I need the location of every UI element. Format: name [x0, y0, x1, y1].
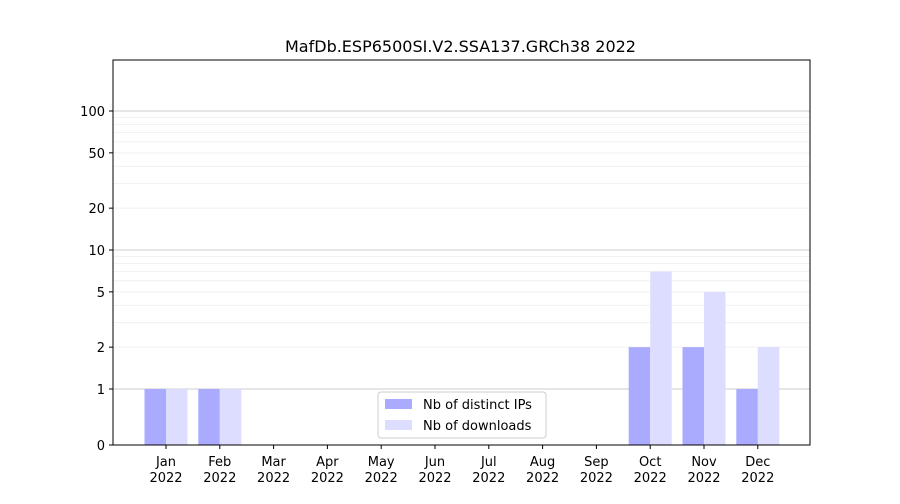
y-tick-label: 10 — [88, 244, 105, 259]
x-tick-label: Aug 2022 — [526, 455, 559, 486]
x-tick-label: Jan 2022 — [149, 455, 182, 486]
plot-frame — [112, 59, 811, 446]
y-tick-label: 50 — [88, 147, 105, 162]
legend-swatch — [385, 420, 412, 430]
y-tick-label: 1 — [97, 383, 105, 398]
bar — [704, 291, 726, 445]
x-tick-label: Nov 2022 — [687, 455, 720, 486]
legend-box — [377, 391, 547, 439]
x-tick-label: Dec 2022 — [741, 455, 774, 486]
y-tick-label: 5 — [97, 286, 105, 301]
y-tick-label: 20 — [88, 202, 105, 217]
bar — [757, 347, 780, 445]
bar — [219, 389, 242, 445]
x-tick-label: May 2022 — [365, 455, 398, 486]
y-tick-label: 100 — [80, 105, 105, 120]
legend-label: Nb of distinct IPs — [423, 398, 532, 413]
x-tick-label: Mar 2022 — [257, 455, 290, 486]
y-tick-label: 0 — [97, 439, 105, 454]
legend: Nb of distinct IPs Nb of downloads — [377, 391, 547, 439]
bar — [682, 347, 704, 445]
bar — [736, 389, 758, 445]
bars-layer — [144, 271, 780, 445]
x-tick-label: Apr 2022 — [311, 455, 344, 486]
axes-layer: 0 1 2 5 10 20 50 100 Jan 2022 Feb 2022 Mar 2022 Apr 202… — [80, 59, 811, 486]
y-tick-label: 2 — [97, 341, 105, 356]
x-tick-label: Feb 2022 — [203, 455, 236, 486]
x-tick-label: Jul 2022 — [472, 455, 505, 486]
grid-layer — [113, 110, 810, 390]
x-tick-label: Sep 2022 — [580, 455, 613, 486]
bar — [628, 347, 651, 445]
bar — [198, 389, 220, 445]
bar — [166, 389, 188, 445]
legend-label: Nb of downloads — [423, 419, 532, 434]
legend-swatch — [385, 399, 412, 409]
chart-title: MafDb.ESP6500SI.V2.SSA137.GRCh38 2022 — [285, 37, 636, 56]
x-tick-label: Jun 2022 — [418, 455, 451, 486]
x-tick-label: Oct 2022 — [634, 455, 667, 486]
bar — [144, 389, 166, 445]
bar — [650, 271, 672, 445]
